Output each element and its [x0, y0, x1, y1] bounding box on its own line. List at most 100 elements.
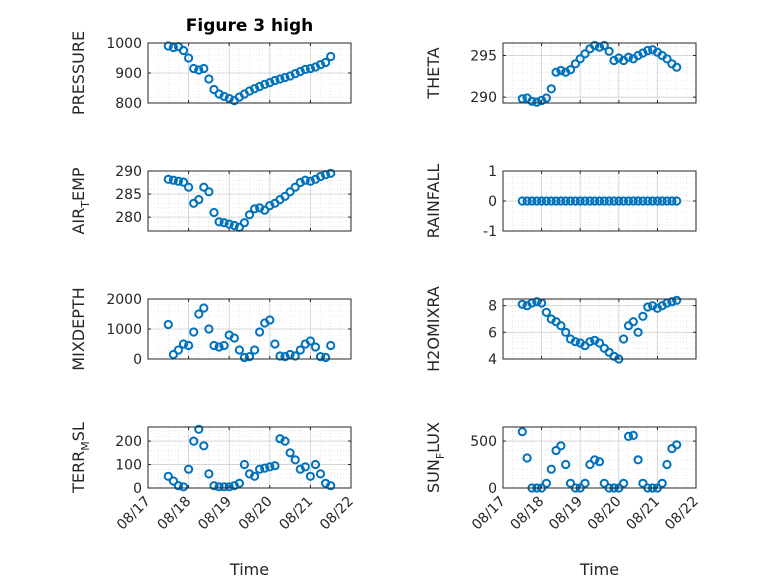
x-tick-label: 08/22: [317, 494, 357, 534]
data-point: [556, 196, 566, 206]
subplot-h2omixra: 4 6 8 H2OMIXRA: [424, 286, 697, 372]
data-point: [290, 182, 300, 192]
data-point: [178, 177, 189, 187]
data-point: [219, 91, 229, 102]
y-tick-label: 1000: [106, 322, 142, 338]
data-point: [163, 319, 173, 330]
data-point: [199, 182, 209, 192]
data-point: [527, 196, 537, 206]
data-point: [265, 78, 275, 88]
data-point: [295, 66, 305, 77]
data-point: [599, 196, 609, 206]
data-point: [260, 463, 270, 473]
data-point: [633, 455, 643, 465]
data-point: [300, 175, 310, 185]
data-point: [619, 196, 629, 206]
data-point: [199, 441, 209, 451]
subplot-theta: 290 295 THETA: [424, 40, 697, 107]
series-points: [163, 424, 336, 492]
data-point: [672, 440, 682, 450]
data-point: [255, 81, 265, 92]
data-point: [163, 41, 173, 51]
data-point: [570, 337, 581, 347]
y-tick-label: 0: [133, 352, 142, 368]
x-tick-label: 08/17: [114, 494, 154, 534]
data-point: [662, 196, 672, 206]
data-point: [594, 196, 605, 206]
data-point: [270, 461, 280, 471]
data-point: [594, 338, 605, 348]
data-point: [609, 196, 619, 206]
data-point: [522, 196, 532, 206]
axes-box: [502, 42, 697, 104]
y-tick-label: 8: [488, 299, 497, 315]
data-point: [229, 333, 239, 343]
series-points: [517, 40, 682, 107]
y-tick-label: 290: [470, 90, 497, 106]
data-point: [209, 84, 219, 95]
data-point: [537, 196, 547, 206]
data-point: [662, 54, 672, 64]
data-point: [295, 177, 305, 188]
data-point: [585, 459, 595, 470]
data-point: [214, 217, 224, 227]
data-point: [638, 196, 648, 206]
data-point: [270, 75, 280, 86]
data-point: [250, 471, 260, 481]
y-tick-label: 1000: [106, 36, 142, 52]
y-axis-label: H2OMIXRA: [424, 286, 443, 372]
data-point: [599, 478, 609, 488]
x-tick-label: 08/21: [623, 494, 663, 534]
data-point: [168, 42, 178, 53]
data-point: [326, 340, 336, 351]
data-point: [168, 175, 178, 185]
data-point: [594, 457, 605, 467]
data-point: [260, 79, 270, 90]
data-point: [619, 478, 629, 488]
data-point: [295, 345, 305, 355]
axes-box: [502, 426, 697, 489]
data-point: [551, 445, 561, 456]
data-point: [546, 464, 556, 474]
subplot-terr_msl: 0 100 200 08/17 08/18 08/19 08/20 08/21 08/22 TER…: [69, 422, 357, 579]
data-point: [204, 187, 214, 197]
y-tick-label: 2000: [106, 292, 142, 308]
data-point: [194, 195, 204, 205]
data-point: [321, 352, 331, 363]
data-point: [633, 327, 643, 337]
data-point: [173, 176, 183, 186]
y-tick-label: 1: [488, 164, 497, 180]
data-point: [189, 327, 199, 337]
data-point: [280, 72, 290, 83]
data-point: [638, 478, 648, 488]
data-point: [672, 295, 682, 305]
data-point: [214, 482, 224, 492]
data-point: [270, 339, 280, 349]
data-point: [590, 196, 600, 206]
data-point: [310, 342, 321, 352]
y-tick-label: 4: [488, 352, 497, 368]
y-tick-label: 100: [115, 458, 142, 474]
data-point: [184, 464, 194, 474]
data-point: [173, 481, 183, 491]
data-point: [194, 424, 204, 434]
data-point: [189, 63, 199, 74]
data-point: [300, 64, 310, 75]
data-point: [275, 74, 285, 84]
data-point: [204, 469, 214, 479]
x-tick-label: 08/20: [236, 494, 276, 534]
data-point: [585, 196, 595, 206]
data-point: [556, 65, 566, 76]
y-tick-label: -1: [483, 224, 497, 240]
y-tick-label: 6: [488, 325, 497, 341]
axes-box: [502, 170, 697, 232]
y-tick-label: 800: [115, 96, 142, 112]
data-point: [209, 340, 219, 351]
y-tick-label: 0: [488, 481, 497, 497]
data-point: [184, 53, 194, 63]
data-point: [604, 196, 614, 206]
data-point: [643, 45, 653, 56]
data-point: [229, 220, 239, 231]
data-point: [265, 462, 275, 472]
